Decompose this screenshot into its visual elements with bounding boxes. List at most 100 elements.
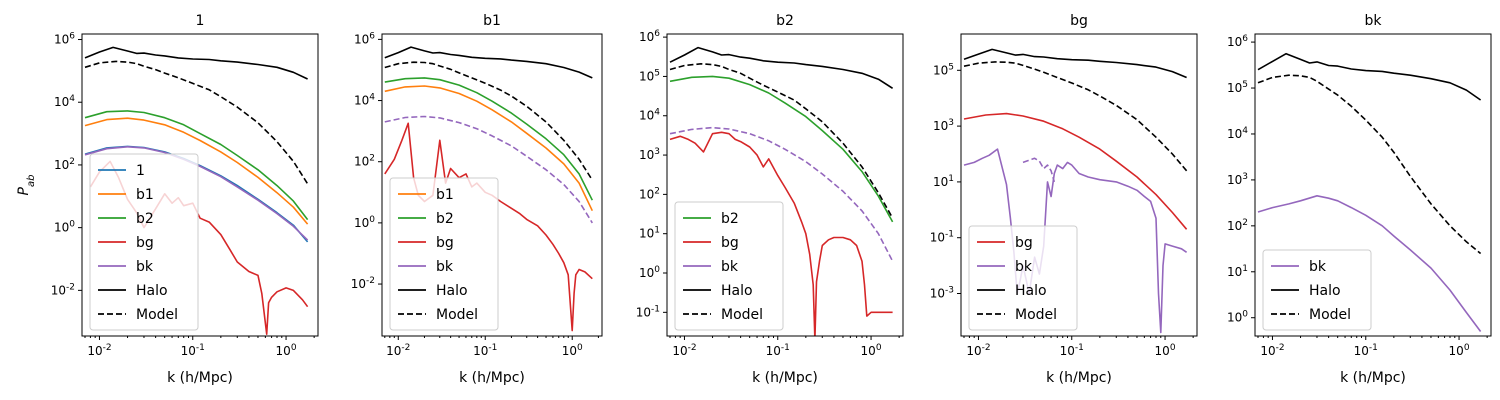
legend: b1 b2 bg bk Halo Model (389, 177, 499, 331)
y-tick-label: 10-3 (930, 286, 954, 301)
x-tick-label: 100 (1449, 343, 1470, 358)
plot-frame (381, 33, 603, 337)
x-tick-label: 10-2 (672, 343, 696, 358)
x-axis-label: k (h/Mpc) (752, 370, 818, 386)
legend-box (1262, 249, 1372, 331)
y-tick-label: 104 (354, 93, 375, 108)
legend-label: bg (1015, 235, 1033, 251)
y-tick-label: 105 (933, 62, 954, 77)
x-tick-label: 10-1 (1354, 343, 1378, 358)
series-line-bg (963, 112, 1188, 230)
x-tick-label: 10-1 (181, 343, 205, 358)
series-line-b2 (384, 77, 594, 201)
subplot-4: 10-2 10-1 100 10-3 10-1 101 103 105 bg k (h/Mpc) b… (930, 13, 1198, 386)
legend-label: b1 (436, 187, 454, 203)
series-line-model (963, 61, 1188, 172)
x-tick-label: 10-1 (766, 343, 790, 358)
x-axis-label: k (h/Mpc) (167, 370, 233, 386)
legend-label: bk (436, 259, 454, 275)
legend: bk Halo Model (1262, 249, 1372, 331)
subplot-title: b2 (776, 13, 794, 29)
series-line-model (384, 61, 593, 181)
y-tick-label: 101 (933, 174, 954, 189)
legend-label: bg (721, 235, 739, 251)
y-tick-label: 106 (354, 31, 375, 46)
y-tick-label: 101 (639, 226, 660, 241)
x-tick-label: 100 (861, 343, 882, 358)
subplot-title: 1 (196, 13, 205, 29)
x-tick-label: 10-1 (1060, 343, 1084, 358)
legend-label: bk (1015, 259, 1033, 275)
y-tick-label: 105 (639, 68, 660, 83)
legend-box (389, 177, 499, 331)
legend-label: Model (721, 307, 763, 323)
y-tick-label: 102 (1227, 218, 1248, 233)
subplot-title: bg (1070, 13, 1088, 29)
series-line-bk (1257, 195, 1482, 332)
y-tick-label: 10-1 (636, 304, 660, 319)
series-line-bk-dashed (1022, 157, 1056, 183)
series-line-halo (384, 46, 593, 79)
x-axis-label: k (h/Mpc) (459, 370, 525, 386)
legend-box (89, 153, 199, 331)
y-tick-label: 10-1 (930, 230, 954, 245)
subplot-1: 10-2 10-1 100 10-2 100 102 104 106 1 k (h/Mpc) Pab… (16, 13, 319, 386)
series-line-bg (669, 131, 893, 336)
y-axis-label: Pab (16, 175, 37, 196)
y-tick-label: 106 (639, 29, 660, 44)
y-tick-label: 103 (933, 118, 954, 133)
y-tick-label: 102 (639, 186, 660, 201)
series-group (669, 46, 894, 336)
plot-frame (666, 33, 904, 337)
legend-label: bk (136, 259, 154, 275)
series-line-model (1257, 74, 1482, 255)
series-line-model (669, 63, 894, 219)
series-line-halo (669, 46, 894, 89)
legend-label: b2 (136, 211, 154, 227)
legend-label: Halo (1015, 283, 1047, 299)
legend-label: bk (1309, 259, 1327, 275)
legend-box (674, 201, 784, 331)
y-tick-label: 10-2 (51, 282, 75, 297)
legend-label: Halo (436, 283, 468, 299)
legend-label: bg (436, 235, 454, 251)
series-line-b1 (384, 85, 594, 212)
legend: b2 bg bk Halo Model (674, 201, 784, 331)
series-line-halo (1257, 52, 1482, 101)
y-tick-label: 104 (54, 94, 75, 109)
legend-label: bk (721, 259, 739, 275)
series-group (963, 48, 1188, 334)
plot-frame (1254, 33, 1492, 337)
series-line-b2 (84, 110, 309, 221)
legend: 1 b1 b2 bg bk Halo Model (89, 153, 199, 331)
y-tick-label: 100 (639, 265, 660, 280)
subplot-title: b1 (483, 13, 501, 29)
plot-frame (81, 33, 319, 337)
y-tick-label: 106 (1227, 34, 1248, 49)
y-tick-label: 10-2 (351, 276, 375, 291)
x-tick-label: 10-2 (1260, 343, 1284, 358)
plot-frame (960, 33, 1198, 337)
legend-label: Halo (136, 283, 168, 299)
subplot-5: 10-2 10-1 100 100 101 102 103 104 105 106 bk k (h/M… (1227, 13, 1492, 386)
x-tick-label: 10-1 (473, 343, 497, 358)
subplot-title: bk (1365, 13, 1383, 29)
x-tick-label: 100 (276, 343, 297, 358)
legend-box (968, 225, 1078, 331)
series-line-b2 (669, 75, 894, 223)
y-tick-label: 103 (639, 147, 660, 162)
series-line-b1 (84, 117, 309, 225)
y-tick-label: 100 (1227, 310, 1248, 325)
x-tick-label: 10-2 (87, 343, 111, 358)
legend-label: b2 (721, 211, 739, 227)
legend-label: Model (1015, 307, 1057, 323)
legend-label: Model (1309, 307, 1351, 323)
y-tick-label: 104 (639, 108, 660, 123)
series-line-halo (84, 46, 308, 80)
series-line-bk (84, 146, 309, 241)
y-tick-label: 106 (54, 32, 75, 47)
legend-label: b1 (136, 187, 154, 203)
y-tick-label: 105 (1227, 80, 1248, 95)
series-group (1257, 52, 1482, 332)
